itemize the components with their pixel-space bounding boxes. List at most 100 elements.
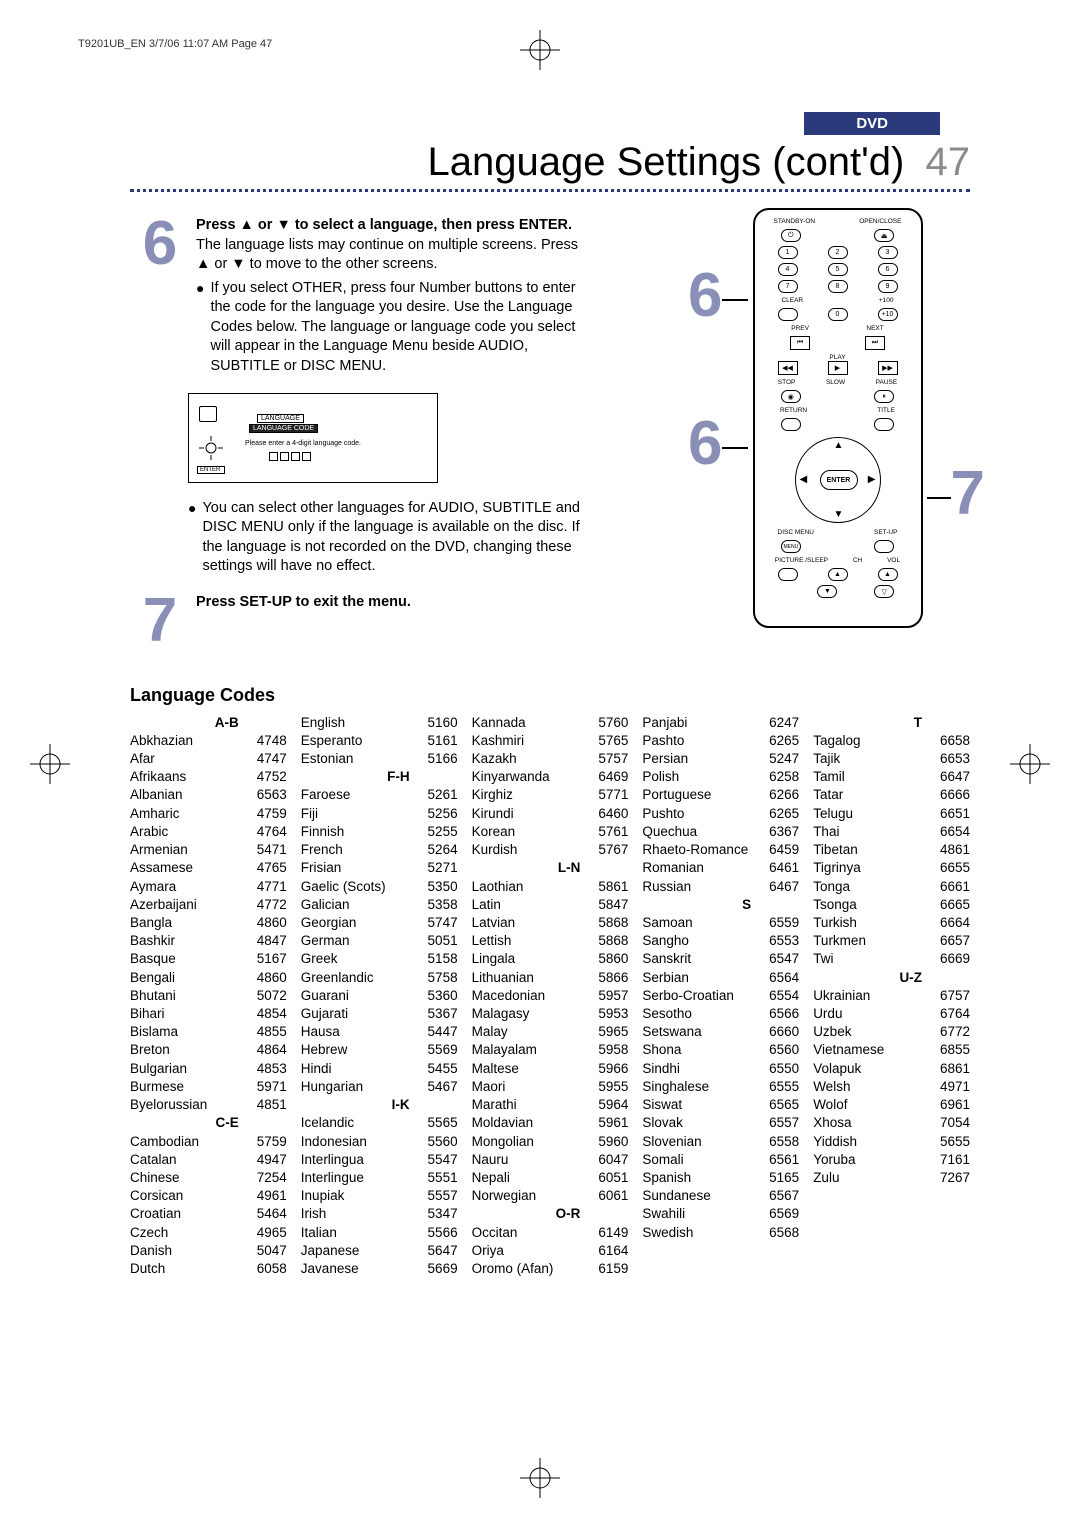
language-code: 6569 bbox=[755, 1205, 799, 1223]
language-code: 5256 bbox=[414, 805, 458, 823]
language-name: Galician bbox=[301, 896, 414, 914]
code-row: Tagalog6658 bbox=[813, 732, 970, 750]
code-row: Albanian6563 bbox=[130, 786, 287, 804]
crop-mark-right bbox=[1010, 744, 1050, 784]
language-name: Volapuk bbox=[813, 1060, 926, 1078]
language-code: 5955 bbox=[584, 1078, 628, 1096]
language-name: Moldavian bbox=[472, 1114, 585, 1132]
language-code: 6654 bbox=[926, 823, 970, 841]
next-button: ⏭ bbox=[865, 336, 885, 350]
code-row: Catalan4947 bbox=[130, 1151, 287, 1169]
language-name: Finnish bbox=[301, 823, 414, 841]
language-name: Quechua bbox=[642, 823, 755, 841]
language-name: Amharic bbox=[130, 805, 243, 823]
language-code: 4747 bbox=[243, 750, 287, 768]
language-name: Sindhi bbox=[642, 1060, 755, 1078]
code-row: Assamese4765 bbox=[130, 859, 287, 877]
language-name: Singhalese bbox=[642, 1078, 755, 1096]
code-row: Slovak6557 bbox=[642, 1114, 799, 1132]
stop-button: ◉ bbox=[781, 390, 801, 403]
language-name: Kashmiri bbox=[472, 732, 585, 750]
code-row: Chinese7254 bbox=[130, 1169, 287, 1187]
language-code: 4752 bbox=[243, 768, 287, 786]
language-name: Faroese bbox=[301, 786, 414, 804]
language-codes-heading: Language Codes bbox=[130, 685, 970, 706]
step-7-text: Press SET-UP to exit the menu. bbox=[196, 594, 411, 610]
language-code: 6557 bbox=[755, 1114, 799, 1132]
language-code: 5464 bbox=[243, 1205, 287, 1223]
language-code: 6764 bbox=[926, 1005, 970, 1023]
discmenu-button: MENU bbox=[781, 540, 801, 553]
code-row: Sindhi6550 bbox=[642, 1060, 799, 1078]
num-2: 2 bbox=[828, 246, 848, 259]
language-code: 5669 bbox=[414, 1260, 458, 1278]
language-name: Italian bbox=[301, 1224, 414, 1242]
language-code: 4860 bbox=[243, 914, 287, 932]
language-code: 5165 bbox=[755, 1169, 799, 1187]
language-code: 5847 bbox=[584, 896, 628, 914]
language-code: 6469 bbox=[584, 768, 628, 786]
language-name: Wolof bbox=[813, 1096, 926, 1114]
language-name: English bbox=[301, 714, 414, 732]
section-header: O-R bbox=[472, 1205, 629, 1223]
language-code: 5551 bbox=[414, 1169, 458, 1187]
remote-illustration: 6 6 7 STANDBY-ONOPEN/CLOSE ⏻⏏ 123 456 78… bbox=[730, 208, 945, 628]
code-row: Greenlandic5758 bbox=[301, 969, 458, 987]
code-row: Kinyarwanda6469 bbox=[472, 768, 629, 786]
language-name: Twi bbox=[813, 950, 926, 968]
language-code: 6367 bbox=[755, 823, 799, 841]
language-code: 4771 bbox=[243, 878, 287, 896]
diag-label-langcode: LANGUAGE CODE bbox=[249, 424, 318, 433]
language-code: 5166 bbox=[414, 750, 458, 768]
ch-up: ▲ bbox=[828, 568, 848, 581]
language-name: Swahili bbox=[642, 1205, 755, 1223]
language-code: 5760 bbox=[584, 714, 628, 732]
language-code: 5358 bbox=[414, 896, 458, 914]
language-name: Kirundi bbox=[472, 805, 585, 823]
code-row: Tajik6653 bbox=[813, 750, 970, 768]
language-name: Pashto bbox=[642, 732, 755, 750]
language-name: Ukrainian bbox=[813, 987, 926, 1005]
code-row: Bengali4860 bbox=[130, 969, 287, 987]
language-code: 5761 bbox=[584, 823, 628, 841]
language-name: Korean bbox=[472, 823, 585, 841]
language-code: 4853 bbox=[243, 1060, 287, 1078]
language-name: Georgian bbox=[301, 914, 414, 932]
code-row: Lingala5860 bbox=[472, 950, 629, 968]
return-button bbox=[781, 418, 801, 431]
language-code: 5958 bbox=[584, 1041, 628, 1059]
code-row: Azerbaijani4772 bbox=[130, 896, 287, 914]
language-name: Byelorussian bbox=[130, 1096, 243, 1114]
language-code: 5566 bbox=[414, 1224, 458, 1242]
language-code: 5347 bbox=[414, 1205, 458, 1223]
language-code: 5647 bbox=[414, 1242, 458, 1260]
language-name: Icelandic bbox=[301, 1114, 414, 1132]
callout-7: 7 bbox=[927, 458, 985, 529]
language-name: Corsican bbox=[130, 1187, 243, 1205]
language-name: Tajik bbox=[813, 750, 926, 768]
language-code: 6460 bbox=[584, 805, 628, 823]
code-row: Korean5761 bbox=[472, 823, 629, 841]
enter-button: ENTER bbox=[820, 470, 858, 490]
language-name: Hausa bbox=[301, 1023, 414, 1041]
language-name: Turkmen bbox=[813, 932, 926, 950]
language-code: 5758 bbox=[414, 969, 458, 987]
language-code: 4864 bbox=[243, 1041, 287, 1059]
step-6-lead-rest: The language lists may continue on multi… bbox=[196, 237, 578, 273]
language-code: 5367 bbox=[414, 1005, 458, 1023]
language-name: Sesotho bbox=[642, 1005, 755, 1023]
language-name: Hebrew bbox=[301, 1041, 414, 1059]
code-row: English5160 bbox=[301, 714, 458, 732]
code-row: Malagasy5953 bbox=[472, 1005, 629, 1023]
language-name: Abkhazian bbox=[130, 732, 243, 750]
code-row: Turkish6664 bbox=[813, 914, 970, 932]
code-row: Latin5847 bbox=[472, 896, 629, 914]
code-row: Pashto6265 bbox=[642, 732, 799, 750]
step-7-number: 7 bbox=[130, 593, 190, 649]
next-label: NEXT bbox=[866, 325, 883, 332]
language-code: 6559 bbox=[755, 914, 799, 932]
step-6-note: ●You can select other languages for AUDI… bbox=[188, 495, 610, 577]
code-row: Georgian5747 bbox=[301, 914, 458, 932]
language-code: 4764 bbox=[243, 823, 287, 841]
language-code: 5747 bbox=[414, 914, 458, 932]
